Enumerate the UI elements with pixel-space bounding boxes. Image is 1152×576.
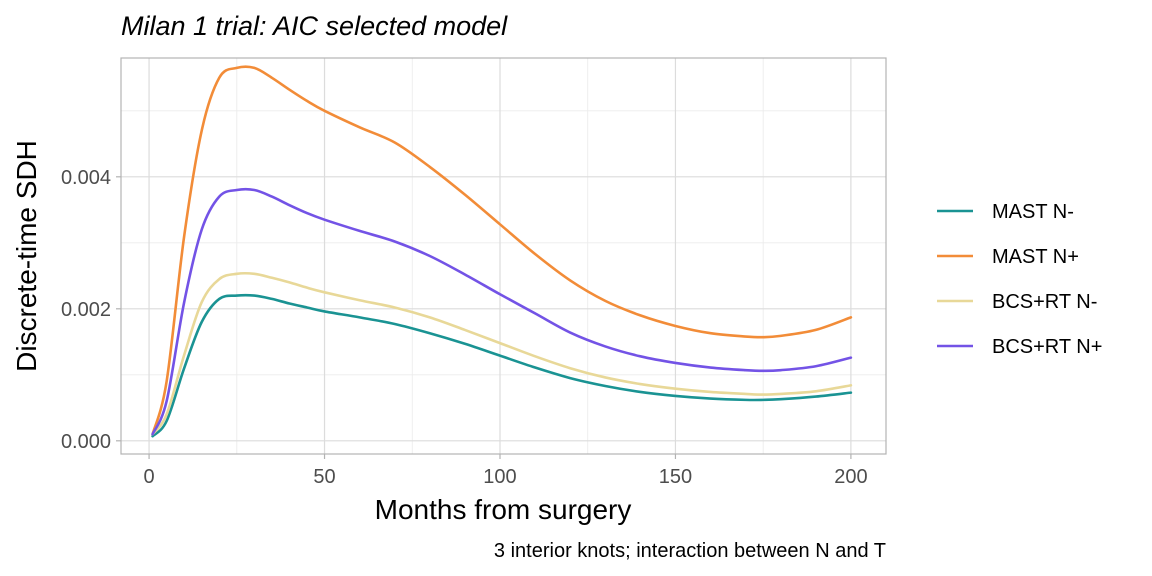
legend-label: BCS+RT N+ [992, 336, 1102, 358]
x-tick-label: 200 [834, 466, 867, 488]
x-tick-label: 50 [313, 466, 335, 488]
x-tick-label: 100 [483, 466, 516, 488]
y-axis-title: Discrete-time SDH [11, 140, 42, 372]
x-axis: 0 50 100 150 200 [144, 454, 868, 488]
series-line-mast-n [151, 293, 853, 438]
plot-background [121, 58, 886, 454]
plot-border [120, 57, 887, 455]
legend-label: MAST N- [992, 201, 1074, 223]
series-line-bcs-rt-n [151, 271, 853, 436]
minor-grid [121, 58, 886, 454]
series-line-bcs-rt-n [151, 187, 853, 436]
x-axis-title: Months from surgery [375, 494, 632, 525]
chart-title: Milan 1 trial: AIC selected model [121, 11, 508, 41]
y-axis: 0.000 0.002 0.004 [61, 167, 121, 453]
legend-label: MAST N+ [992, 246, 1079, 268]
y-tick-label: 0.002 [61, 299, 111, 321]
y-tick-label: 0.000 [61, 431, 111, 453]
series-line-mast-n [151, 65, 853, 436]
legend: MAST N- MAST N+ BCS+RT N- BCS+RT N+ [937, 201, 1102, 358]
legend-label: BCS+RT N- [992, 291, 1097, 313]
x-tick-label: 0 [144, 466, 155, 488]
x-tick-label: 150 [659, 466, 692, 488]
y-tick-label: 0.004 [61, 167, 111, 189]
series-lines [151, 65, 853, 438]
chart-caption: 3 interior knots; interaction between N … [494, 540, 886, 562]
